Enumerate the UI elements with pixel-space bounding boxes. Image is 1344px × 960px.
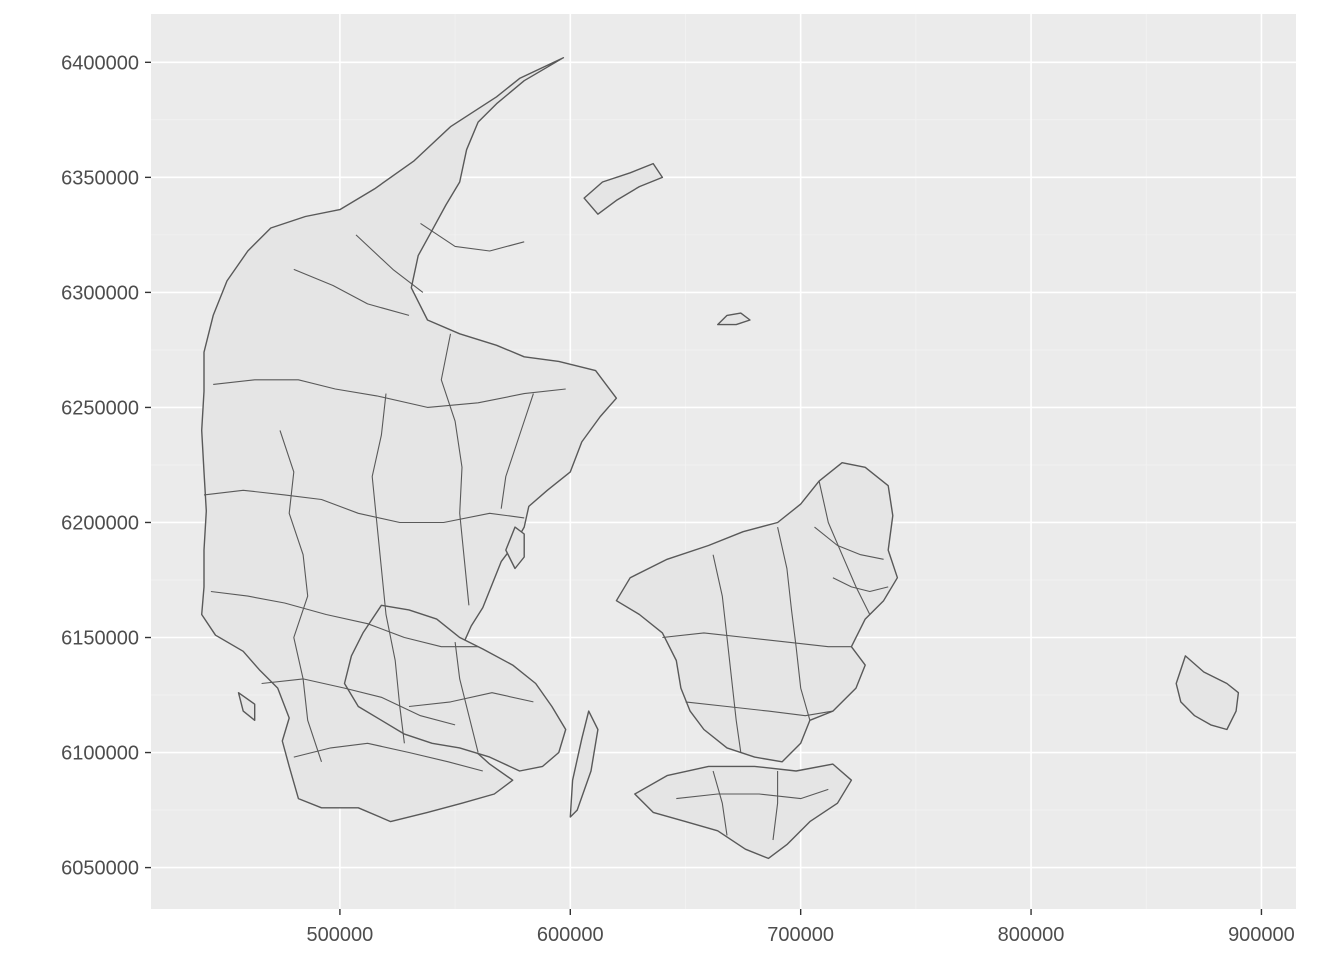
municipality-border <box>500 393 534 509</box>
region-lolland-falster <box>634 763 853 860</box>
region-jutland <box>200 57 618 823</box>
region-fan- <box>237 692 256 721</box>
municipality-border <box>772 771 779 841</box>
region-anholt <box>717 312 751 326</box>
y-tick-label: 6350000 <box>61 167 139 189</box>
municipality-border <box>662 632 852 648</box>
map-regions <box>200 57 1240 860</box>
municipality-border <box>832 577 889 593</box>
municipality-border <box>814 526 884 560</box>
region-langeland <box>569 710 599 818</box>
y-tick-label: 6250000 <box>61 397 139 419</box>
x-tick-label: 500000 <box>307 924 374 946</box>
municipality-border <box>293 742 483 772</box>
region-bornholm <box>1175 655 1240 731</box>
region-l-s- <box>583 162 664 215</box>
x-tick-label: 800000 <box>998 924 1065 946</box>
y-tick-label: 6300000 <box>61 282 139 304</box>
municipality-border <box>408 692 534 708</box>
municipality-border <box>676 788 829 800</box>
municipality-border <box>712 554 742 753</box>
municipality-border <box>355 234 424 293</box>
municipality-border <box>712 770 728 836</box>
municipality-border <box>420 222 525 252</box>
municipality-border <box>261 678 456 726</box>
x-tick-label: 700000 <box>767 924 834 946</box>
municipality-border <box>213 379 566 408</box>
y-tick-label: 6100000 <box>61 743 139 765</box>
x-tick-label: 900000 <box>1228 924 1295 946</box>
x-tick-label: 600000 <box>537 924 604 946</box>
y-axis: 6050000 6100000 6150000 6200000 6250000 63000… <box>61 52 151 880</box>
region-funen <box>343 604 567 772</box>
y-tick-label: 6200000 <box>61 512 139 534</box>
municipality-border <box>203 489 525 524</box>
region-sams- <box>505 526 525 570</box>
y-tick-label: 6150000 <box>61 628 139 650</box>
municipality-border <box>454 642 479 753</box>
y-tick-label: 6400000 <box>61 52 139 74</box>
municipality-border <box>293 268 410 316</box>
municipality-border <box>279 430 323 762</box>
municipality-border <box>210 590 479 648</box>
municipality-border <box>371 393 405 744</box>
municipality-border <box>777 526 811 721</box>
municipality-borders <box>203 222 889 841</box>
municipality-border <box>440 333 470 606</box>
municipality-border <box>818 480 871 615</box>
y-tick-label: 6050000 <box>61 858 139 880</box>
municipality-border <box>685 701 833 717</box>
x-axis: 500000 600000 700000 800000 900000 <box>307 909 1295 946</box>
